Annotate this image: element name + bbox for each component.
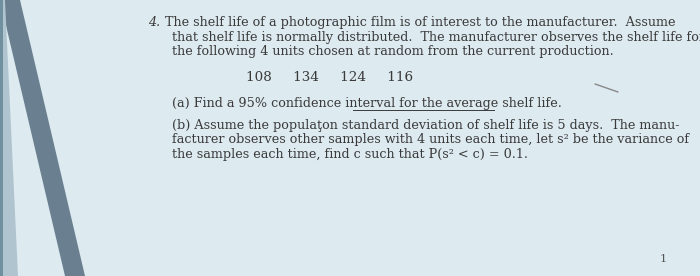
Text: 1: 1 xyxy=(660,254,667,264)
Text: (a) Find a 95% confidence interval for the average shelf life.: (a) Find a 95% confidence interval for t… xyxy=(172,97,562,110)
Text: facturer observes other samples with 4 units each time, let s² be the variance o: facturer observes other samples with 4 u… xyxy=(172,134,689,147)
Text: 4.: 4. xyxy=(148,16,160,29)
Text: The shelf life of a photographic film is of interest to the manufacturer.  Assum: The shelf life of a photographic film is… xyxy=(165,16,676,29)
Text: 108     134     124     116: 108 134 124 116 xyxy=(246,71,414,84)
Polygon shape xyxy=(0,0,18,276)
Polygon shape xyxy=(0,0,85,276)
Text: the samples each time, find c such that P(s² < c) = 0.1.: the samples each time, find c such that … xyxy=(172,148,528,161)
Text: the following 4 units chosen at random from the current production.: the following 4 units chosen at random f… xyxy=(172,45,614,58)
Text: that shelf life is normally distributed.  The manufacturer observes the shelf li: that shelf life is normally distributed.… xyxy=(172,31,700,44)
Bar xyxy=(0,0,3,276)
Text: (b) Assume the populaţon standard deviation of shelf life is 5 days.  The manu-: (b) Assume the populaţon standard deviat… xyxy=(172,119,680,132)
